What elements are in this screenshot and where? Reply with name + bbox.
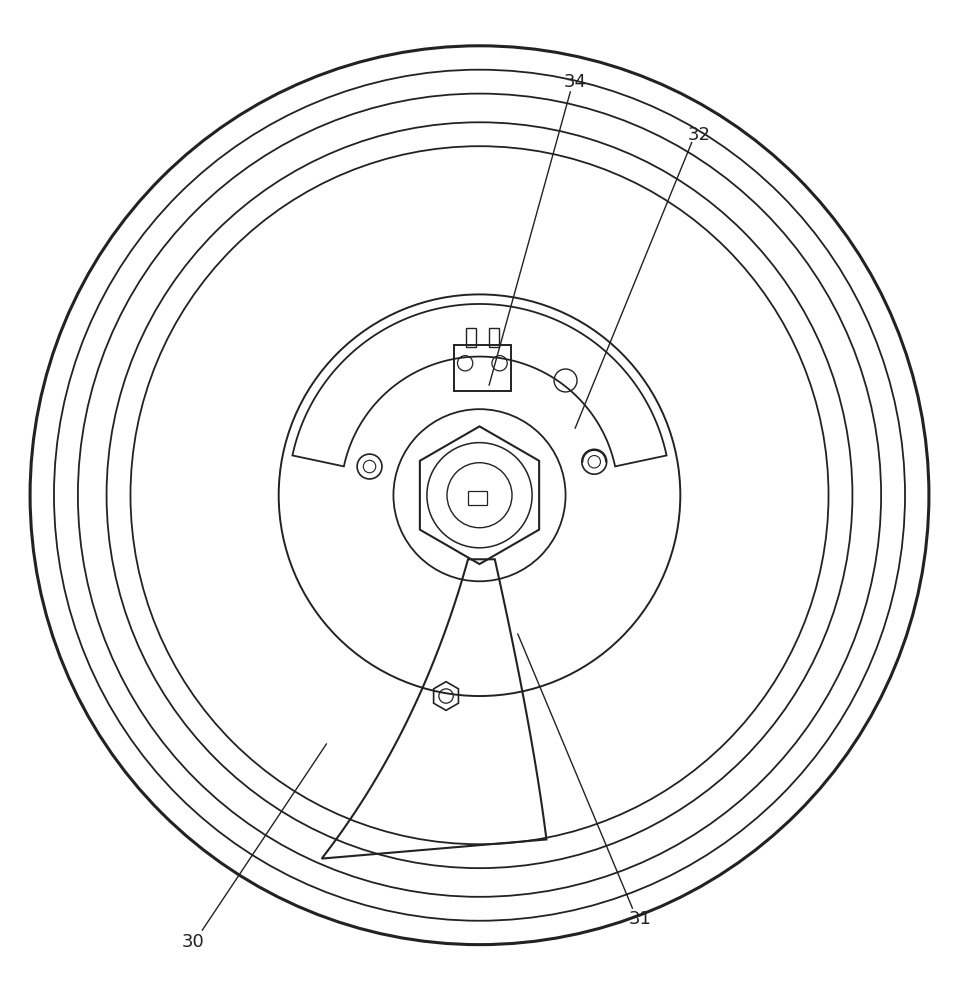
Text: 32: 32 — [688, 126, 711, 144]
Text: 30: 30 — [181, 933, 204, 951]
Bar — [466, 328, 476, 347]
Text: 34: 34 — [564, 73, 587, 91]
Bar — [468, 491, 487, 505]
Text: 31: 31 — [629, 910, 651, 928]
Bar — [489, 328, 499, 347]
Bar — [454, 345, 511, 391]
